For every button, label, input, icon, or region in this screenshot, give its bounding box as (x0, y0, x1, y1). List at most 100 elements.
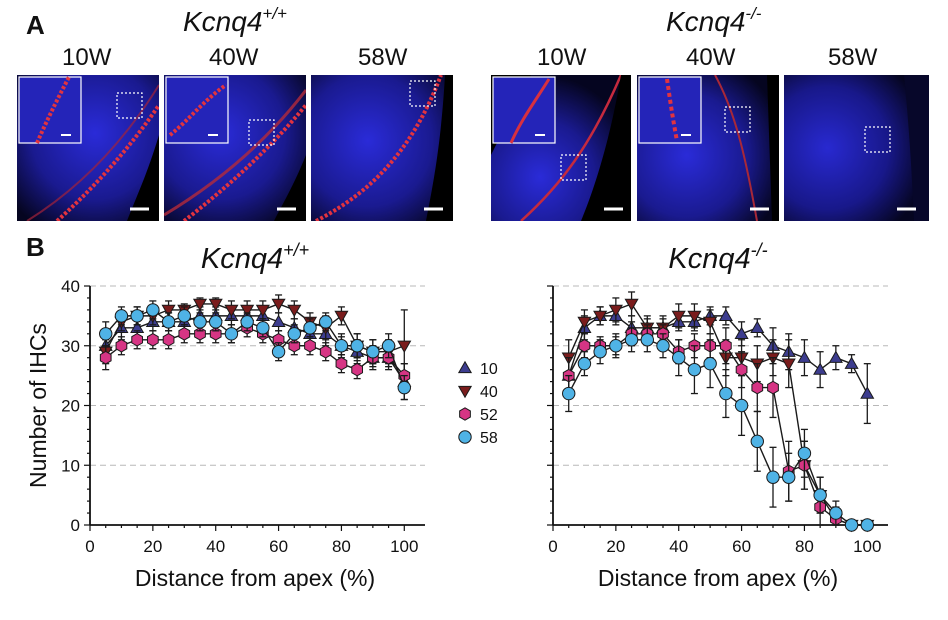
chart-title-superscript-wt: +/+ (283, 240, 309, 260)
x-tick-label-ko: 100 (853, 537, 881, 556)
y-tick-label-wt: 40 (61, 277, 80, 296)
data-point-58-ko (813, 488, 827, 502)
y-tick-label-wt: 10 (61, 456, 80, 475)
series-52-wt (99, 318, 411, 389)
panel-a-letter: A (26, 10, 45, 40)
data-point-10-ko (860, 386, 875, 399)
data-point-52-wt (178, 327, 191, 341)
data-point-58-ko (829, 506, 843, 520)
data-point-10-ko (734, 326, 749, 339)
legend-marker-10 (457, 360, 473, 374)
data-point-52-wt (304, 338, 316, 353)
x-tick-label-ko: 40 (669, 537, 688, 556)
x-tick-label-ko: 60 (732, 537, 751, 556)
panel-a-wt-genotype-label: Kcnq4+/+ (183, 4, 287, 37)
data-point-58-ko (719, 386, 733, 401)
data-point-52-ko (767, 380, 779, 395)
data-point-52-ko (751, 380, 764, 395)
x-tick-label-ko: 80 (795, 537, 814, 556)
data-point-40-ko (577, 316, 592, 330)
data-point-58-wt (240, 315, 254, 329)
data-point-58-ko (624, 333, 639, 347)
legend-label-58: 58 (480, 430, 498, 447)
age-label-wt-40w: 40W (209, 44, 259, 71)
data-point-52-ko (719, 338, 732, 353)
data-point-40-wt (161, 304, 176, 318)
data-point-52-wt (131, 332, 144, 347)
data-point-58-wt (271, 345, 286, 359)
data-point-58-ko (687, 362, 702, 377)
legend-label-10: 10 (480, 361, 498, 378)
data-point-40-wt (208, 298, 223, 312)
data-point-58-wt (256, 321, 270, 335)
x-tick-label-ko: 20 (606, 537, 625, 556)
age-label-ko-10w: 10W (537, 44, 587, 71)
micrograph-wt-58w (311, 75, 453, 221)
legend-marker-52 (459, 407, 471, 421)
data-point-58-wt (209, 315, 223, 329)
data-point-52-wt (335, 356, 348, 371)
x-tick-label-wt: 100 (390, 537, 418, 556)
chart-title-text-ko: Kcnq4 (668, 243, 750, 275)
data-point-52-wt (99, 350, 112, 365)
series-58-wt (99, 300, 411, 401)
legend-marker-58 (458, 430, 472, 444)
data-point-58-ko (734, 398, 749, 413)
data-point-10-ko (750, 320, 765, 333)
series-52-ko (562, 321, 874, 532)
data-point-58-wt (130, 309, 144, 323)
panel-a-ko-genotype-label: Kcnq4-/- (666, 4, 762, 37)
legend-label-52: 52 (480, 407, 498, 424)
chart-title-ko: Kcnq4-/- (668, 240, 767, 275)
x-tick-label-wt: 80 (332, 537, 351, 556)
chart-ko: Kcnq4-/- 0 20 40 60 80 100 Distance from apex (… (547, 240, 888, 591)
data-point-10-ko (828, 350, 843, 363)
micrograph-ko-58w (784, 75, 929, 221)
micrograph-wt-10w (17, 75, 159, 221)
data-point-10-ko (813, 362, 828, 375)
data-point-40-ko (624, 298, 639, 312)
data-point-58-wt (177, 309, 191, 323)
data-point-58-wt (161, 315, 176, 329)
data-point-58-wt (114, 309, 129, 323)
x-tick-label-wt: 20 (143, 537, 162, 556)
micrograph-ko-40w (637, 75, 779, 221)
micrograph-ko-10w (491, 75, 631, 221)
y-axis-label-wt: Number of IHCs (25, 323, 51, 488)
chart-title-text-wt: Kcnq4 (201, 243, 283, 275)
data-point-58-wt (319, 315, 333, 329)
data-point-58-ko (577, 356, 592, 371)
data-point-58-wt (303, 321, 317, 335)
age-label-wt-10w: 10W (62, 44, 112, 71)
data-point-58-wt (146, 303, 160, 317)
data-point-58-ko (797, 446, 812, 460)
x-axis-label-wt: Distance from apex (%) (135, 565, 375, 591)
data-point-40-ko (781, 358, 796, 371)
x-axis-label-ko: Distance from apex (%) (598, 565, 838, 591)
data-point-58-ko (656, 339, 670, 353)
data-point-52-wt (351, 362, 364, 377)
data-point-58-wt (224, 327, 239, 341)
data-point-58-ko (672, 351, 686, 365)
data-point-10-wt (271, 314, 286, 327)
panel-b-letter: B (26, 232, 45, 262)
micrograph-wt-40w (164, 75, 306, 221)
data-point-40-wt (255, 304, 270, 318)
data-point-40-wt (397, 340, 412, 353)
data-point-52-ko (735, 362, 748, 377)
y-tick-label-wt: 30 (61, 337, 80, 356)
data-point-52-wt (162, 332, 175, 347)
series-58-ko (562, 327, 874, 532)
data-point-58-ko (766, 470, 780, 484)
data-point-58-ko (750, 434, 764, 449)
legend-marker-40 (457, 385, 473, 399)
age-label-ko-40w: 40W (686, 44, 736, 71)
age-label-wt-58w: 58W (358, 44, 408, 71)
data-point-40-ko (608, 304, 623, 318)
data-point-40-ko (703, 316, 718, 330)
series-10-wt (98, 306, 412, 401)
y-tick-label-wt: 20 (61, 397, 80, 416)
series-40-wt (98, 294, 412, 383)
data-point-58-ko (640, 333, 654, 347)
